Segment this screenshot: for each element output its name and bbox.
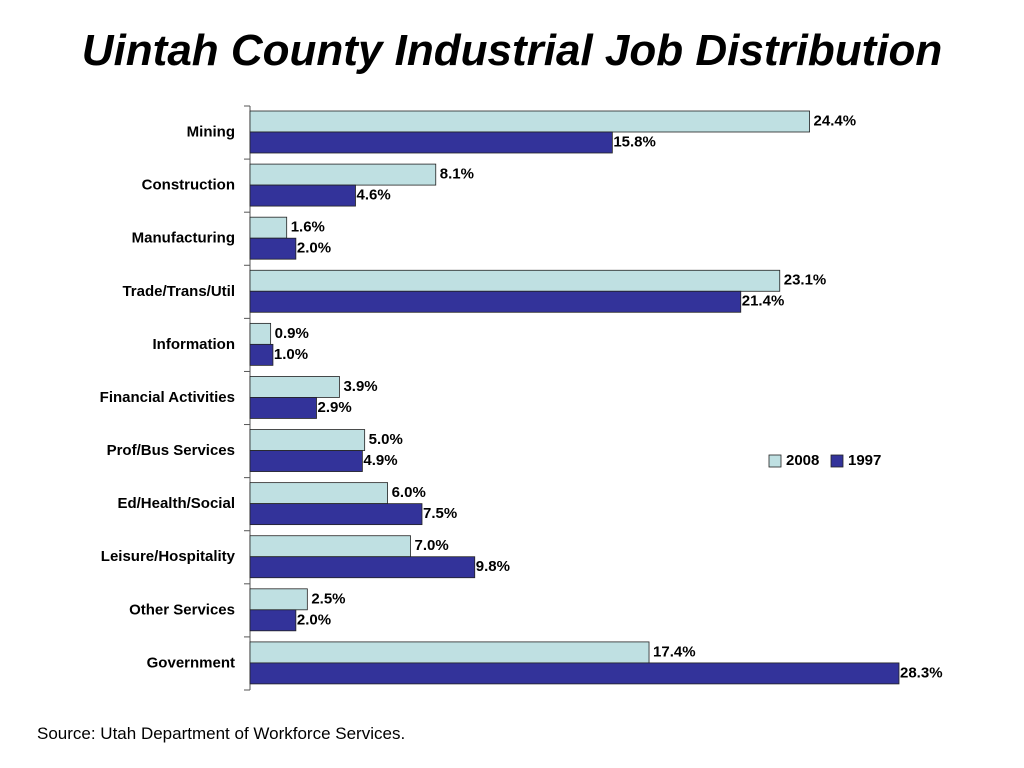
data-label-2008: 2.5% (311, 590, 345, 607)
category-label: Other Services (129, 601, 235, 618)
category-label: Government (147, 654, 235, 671)
category-label: Mining (187, 124, 235, 141)
bar-2008 (249, 588, 308, 611)
bar-1997 (249, 397, 317, 419)
data-label-1997: 7.5% (423, 505, 457, 522)
category-label: Information (153, 336, 236, 353)
data-label-2008: 7.0% (415, 537, 449, 554)
legend-swatch-1997 (830, 454, 844, 468)
bar-2008 (249, 535, 411, 558)
bar-2008 (249, 376, 340, 398)
data-label-1997: 21.4% (742, 293, 785, 310)
data-label-2008: 3.9% (343, 378, 377, 395)
category-label: Leisure/Hospitality (101, 548, 236, 565)
bar-2008 (249, 216, 288, 239)
data-label-2008: 5.0% (369, 431, 403, 448)
data-label-1997: 9.8% (476, 558, 510, 575)
bar-2008 (249, 429, 366, 451)
bar-2008 (249, 641, 650, 664)
category-label: Ed/Health/Social (117, 495, 235, 512)
source-note: Source: Utah Department of Workforce Ser… (37, 724, 406, 743)
data-label-1997: 15.8% (613, 133, 656, 150)
bar-1997 (249, 131, 613, 154)
bar-1997 (249, 556, 476, 579)
bar-1997 (249, 662, 900, 685)
bar-1997 (249, 609, 297, 632)
bar-1997 (249, 237, 297, 260)
category-label: Manufacturing (132, 230, 235, 247)
bar-1997 (249, 290, 742, 313)
bar-2008 (249, 163, 437, 186)
data-label-1997: 1.0% (274, 346, 308, 363)
category-label: Financial Activities (100, 389, 235, 406)
data-label-2008: 1.6% (291, 219, 325, 236)
category-label: Trade/Trans/Util (122, 283, 235, 300)
bar-1997 (249, 184, 356, 207)
category-label: Construction (142, 177, 235, 194)
bar-1997 (249, 503, 423, 526)
legend-label-1997: 1997 (848, 452, 881, 469)
data-label-2008: 23.1% (784, 272, 827, 289)
data-label-1997: 2.9% (318, 399, 352, 416)
bar-2008 (249, 110, 810, 133)
category-label: Prof/Bus Services (107, 442, 235, 459)
data-label-1997: 2.0% (297, 240, 331, 257)
bar-2008 (249, 269, 781, 292)
bar-2008 (249, 482, 388, 505)
chart-title: Uintah County Industrial Job Distributio… (81, 26, 943, 75)
data-label-2008: 8.1% (440, 166, 474, 183)
bar-1997 (249, 343, 274, 366)
data-label-1997: 4.6% (356, 187, 390, 204)
data-label-1997: 28.3% (900, 664, 943, 681)
data-label-2008: 17.4% (653, 643, 696, 660)
data-label-1997: 4.9% (363, 452, 397, 469)
data-label-2008: 0.9% (275, 325, 309, 342)
data-label-2008: 6.0% (392, 484, 426, 501)
legend-swatch-2008 (768, 454, 782, 468)
data-label-2008: 24.4% (814, 112, 857, 129)
bar-1997 (249, 450, 363, 472)
bar-2008 (249, 322, 272, 345)
data-label-1997: 2.0% (297, 611, 331, 628)
legend-label-2008: 2008 (786, 452, 819, 469)
